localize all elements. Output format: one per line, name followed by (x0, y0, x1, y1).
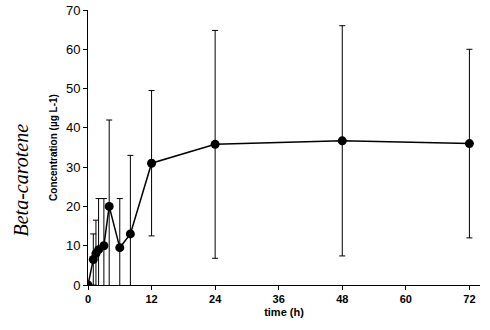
svg-text:0: 0 (85, 293, 91, 305)
svg-text:time (h): time (h) (264, 306, 304, 318)
svg-text:12: 12 (145, 293, 157, 305)
svg-text:36: 36 (273, 293, 285, 305)
svg-text:70: 70 (66, 3, 80, 18)
svg-text:Concentration (µg L-1): Concentration (µg L-1) (48, 94, 59, 201)
svg-text:0: 0 (73, 278, 80, 293)
svg-text:60: 60 (66, 42, 80, 57)
svg-text:72: 72 (463, 293, 475, 305)
svg-text:48: 48 (336, 293, 348, 305)
svg-text:20: 20 (66, 199, 80, 214)
svg-text:40: 40 (66, 120, 80, 135)
svg-text:30: 30 (66, 160, 80, 175)
svg-text:24: 24 (209, 293, 222, 305)
svg-text:60: 60 (400, 293, 412, 305)
svg-text:Beta-carotene: Beta-carotene (10, 124, 32, 237)
svg-text:10: 10 (66, 238, 80, 253)
svg-text:50: 50 (66, 81, 80, 96)
